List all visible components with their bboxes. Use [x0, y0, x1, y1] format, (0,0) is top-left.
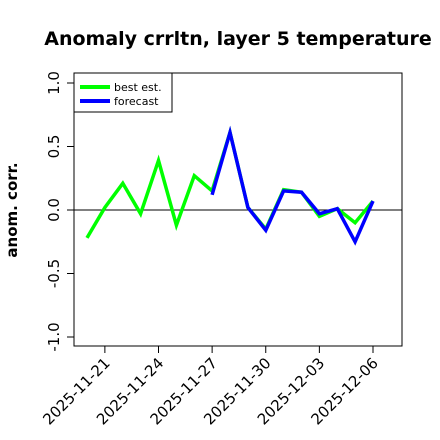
legend-label-best-est: best est.	[114, 81, 162, 94]
series-layer	[85, 125, 375, 246]
legend: best est. forecast	[73, 72, 173, 113]
legend-label-forecast: forecast	[114, 95, 159, 108]
y-axis-ticks: -1.0 -0.5 0.0 0.5 1.0	[45, 71, 74, 352]
y-tick-label: 1.0	[45, 71, 63, 95]
y-tick-label: -0.5	[45, 259, 63, 288]
legend-box	[73, 72, 173, 113]
x-axis-ticks: 2025-11-212025-11-242025-11-272025-11-30…	[39, 346, 382, 428]
y-tick-label: -1.0	[45, 322, 63, 351]
series-line-best-est	[85, 125, 375, 239]
chart-title: Anomaly crrltn, layer 5 temperature	[44, 28, 432, 50]
y-tick-label: 0.0	[45, 198, 63, 222]
y-tick-label: 0.5	[45, 135, 63, 159]
series-line-forecast	[210, 125, 375, 246]
y-axis-label: anom. corr.	[3, 162, 21, 257]
